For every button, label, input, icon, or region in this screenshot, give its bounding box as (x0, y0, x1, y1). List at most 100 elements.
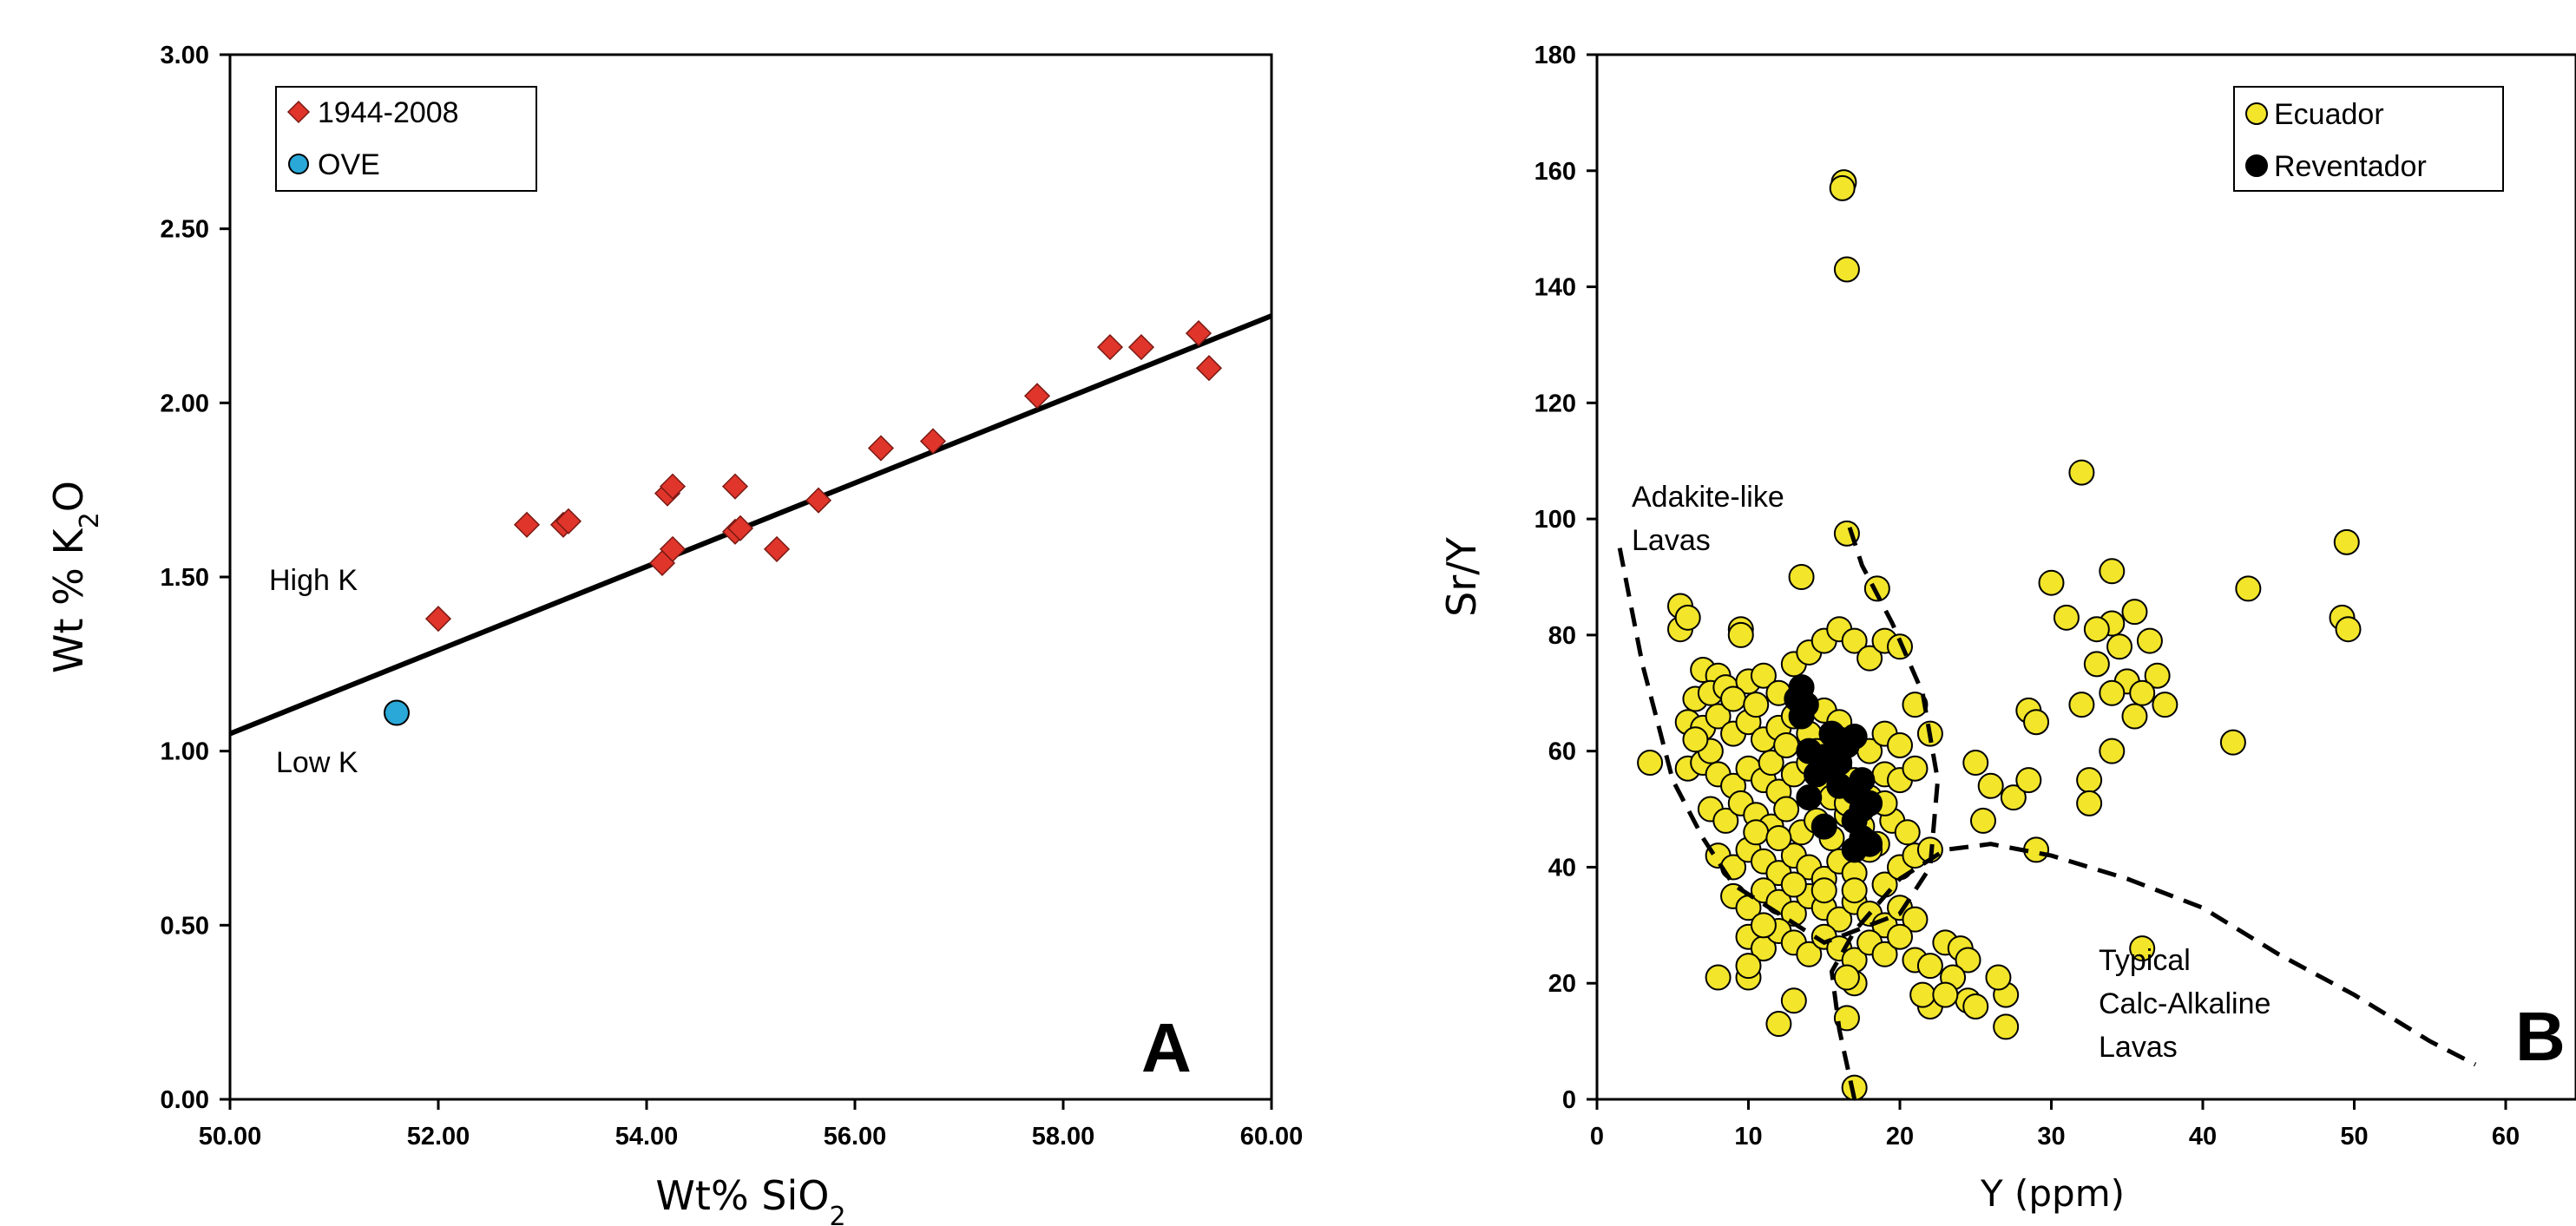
point-ecuador (1780, 987, 1807, 1014)
point-ecuador (1841, 877, 1868, 904)
point-ecuador (1780, 871, 1807, 898)
annotation-high-k: High K (269, 564, 358, 597)
y-tick-label-b: 80 (1548, 622, 1576, 650)
x-tick-label-a: 54.00 (615, 1123, 679, 1151)
point-ecuador (2083, 616, 2110, 643)
point-ecuador (1796, 941, 1823, 967)
point-reventador (1841, 836, 1868, 863)
field-label-calc-3: Lavas (2099, 1031, 2178, 1064)
y-tick-label-b: 60 (1548, 738, 1576, 766)
point-ecuador (1841, 1074, 1868, 1101)
point-ecuador (1932, 981, 1959, 1008)
y-tick-label-a: 2.00 (161, 390, 209, 417)
point-ecuador (1955, 947, 1981, 974)
point-ecuador (1750, 662, 1777, 689)
x-axis-label-b: Y (ppm) (1980, 1172, 2125, 1215)
point-ecuador (2121, 599, 2148, 626)
point-reventador (1788, 703, 1815, 730)
point-1944-2008 (763, 535, 791, 562)
legend-marker-reventador (2245, 154, 2268, 177)
point-ecuador (1841, 627, 1868, 654)
point-ecuador (2136, 627, 2163, 654)
point-ecuador (2068, 459, 2095, 486)
point-ecuador (1720, 685, 1747, 712)
point-ecuador (1788, 564, 1815, 590)
point-ecuador (1758, 750, 1784, 777)
tick-labels-a: 50.00 52.00 54.00 56.00 58.00 60.00 0.00 0.50 1.… (161, 42, 1304, 1151)
point-ecuador (1773, 796, 1800, 823)
point-ecuador (1977, 772, 2004, 799)
point-ecuador (2099, 738, 2126, 764)
x-tick-label-b: 60 (2492, 1123, 2520, 1151)
point-ecuador (1909, 981, 1936, 1008)
y-axis-label-b: Sr/Y (1438, 536, 1485, 617)
x-tick-label-b: 20 (1886, 1123, 1914, 1151)
point-ecuador (1743, 692, 1770, 718)
point-ecuador (1773, 731, 1800, 758)
plot-frame-a (228, 53, 1273, 1101)
point-ecuador (1902, 906, 1929, 933)
legend-marker-1944-2008 (286, 100, 311, 124)
point-ecuador (2068, 692, 2095, 718)
legend-label-ecuador: Ecuador (2274, 98, 2384, 131)
y-tick-label-a: 1.00 (161, 738, 209, 766)
y-tick-label-b: 160 (1534, 158, 1576, 186)
panel-label-a: A (1141, 1009, 1192, 1086)
point-1944-2008 (1127, 334, 1155, 361)
point-1944-2008 (1195, 355, 1223, 382)
point-1944-2008 (867, 435, 895, 462)
point-ecuador (2129, 935, 2156, 962)
point-ecuador (1765, 1011, 1792, 1038)
point-ecuador (1705, 703, 1732, 730)
point-1944-2008 (659, 473, 687, 500)
point-ecuador (1833, 964, 1860, 991)
x-tick-label-a: 60.00 (1240, 1123, 1304, 1151)
x-tick-label-a: 58.00 (1032, 1123, 1095, 1151)
legend-b: Ecuador Reventador (2233, 86, 2504, 192)
point-ecuador (1833, 1005, 1860, 1032)
point-1944-2008 (555, 508, 582, 534)
y-tick-label-b: 0 (1562, 1086, 1576, 1114)
point-ecuador (1637, 750, 1664, 777)
point-ecuador (2015, 767, 2042, 794)
y-tick-label-b: 20 (1548, 970, 1576, 998)
point-ecuador (2053, 604, 2080, 631)
tick-labels-b: 0 10 20 30 40 50 60 0 20 40 60 80 100 120 140 160 180 (1534, 42, 2520, 1151)
x-tick-label-b: 50 (2340, 1123, 2368, 1151)
point-ecuador (1833, 256, 1860, 283)
y-tick-label-b: 100 (1534, 506, 1576, 534)
field-label-calc-2: Calc-Alkaline (2099, 987, 2270, 1020)
legend-marker-ecuador (2245, 102, 2268, 125)
point-ecuador (1887, 731, 1913, 758)
point-ecuador (2144, 662, 2171, 689)
point-ecuador (1902, 692, 1929, 718)
point-ecuador (1727, 621, 1754, 648)
point-ecuador (2099, 679, 2126, 706)
point-1944-2008 (659, 535, 687, 562)
point-1944-2008 (919, 428, 947, 455)
calc-alkaline-boundary-curve (1829, 842, 2477, 1100)
x-tick-label-b: 0 (1590, 1123, 1604, 1151)
k-divider-line (228, 313, 1273, 737)
y-tick-label-b: 40 (1548, 854, 1576, 882)
panel-a: 50.00 52.00 54.00 56.00 58.00 60.00 0.00 0.50 1.… (45, 42, 1303, 1226)
y-tick-label-b: 180 (1534, 42, 1576, 69)
point-1944-2008 (513, 511, 541, 538)
point-ecuador (1829, 174, 1856, 201)
point-ecuador (2106, 633, 2133, 660)
point-ecuador (1682, 726, 1709, 753)
points-reventador (1784, 674, 1883, 863)
point-ecuador (1902, 755, 1929, 782)
point-ecuador (2076, 790, 2103, 816)
y-axis-label-a: Wt % K2O (45, 481, 105, 673)
field-label-adakite-1: Adakite-like (1632, 481, 1784, 514)
tick-marks-b (1587, 53, 2507, 1110)
legend-a: 1944-2008 OVE (275, 86, 537, 192)
x-tick-label-a: 52.00 (407, 1123, 470, 1151)
point-ecuador (2335, 616, 2362, 643)
point-ecuador (1916, 953, 1943, 980)
point-ecuador (1735, 953, 1762, 980)
point-ecuador (2121, 703, 2148, 730)
